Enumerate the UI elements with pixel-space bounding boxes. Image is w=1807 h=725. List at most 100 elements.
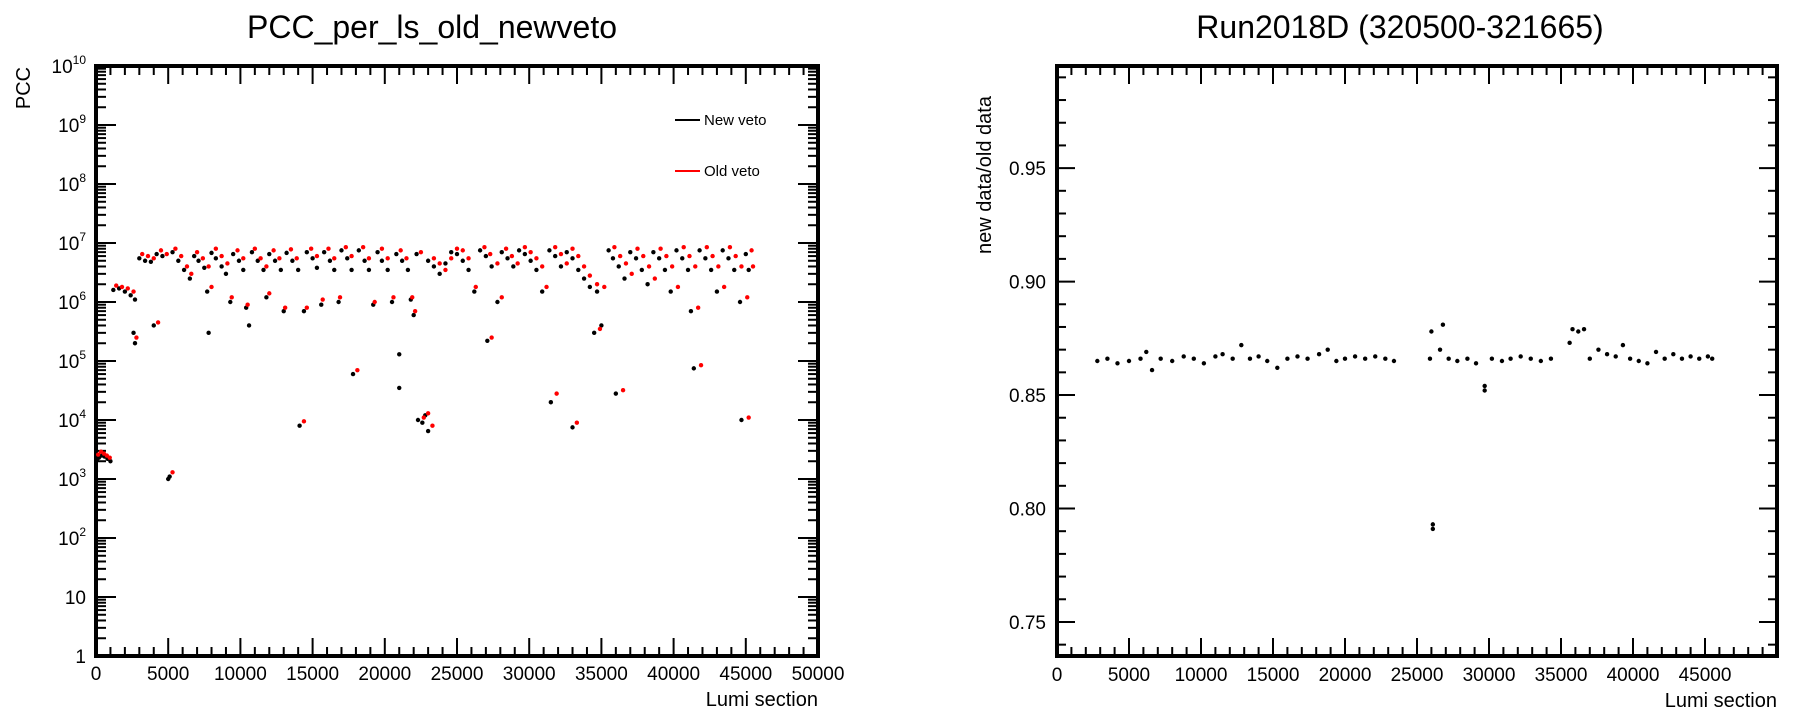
data-point [219,264,224,269]
data-point [290,258,295,263]
data-point [509,253,515,259]
data-point [134,335,139,340]
ratio-chart: Run2018D (320500-321665) new data/old da… [974,9,1779,712]
data-point [591,330,597,336]
pcc-chart: PCC_per_ls_old_newveto PCC Lumi section … [13,9,844,711]
data-point [547,248,552,253]
data-point [1201,361,1207,366]
data-point [1482,388,1487,393]
data-point [343,244,349,250]
data-point [606,248,611,253]
data-point [437,271,442,277]
data-point [499,295,504,300]
data-point [271,248,276,253]
data-point [574,420,580,425]
data-point [1230,356,1235,361]
data-point [482,244,487,250]
data-point [745,295,750,300]
data-point [1567,340,1572,346]
data-point [652,276,658,281]
data-point [473,284,478,290]
data-point [726,256,731,261]
data-point [1710,356,1715,361]
data-point [641,253,646,259]
data-point [319,302,324,307]
data-point [391,295,396,300]
chart-title: PCC_per_ls_old_newveto [247,9,617,45]
data-point [131,289,136,294]
data-point [176,258,181,263]
data-point [294,256,299,261]
data-point [258,256,263,261]
data-point [327,258,333,263]
data-point [1105,356,1110,361]
x-tick-label: 25000 [431,664,484,685]
data-point [219,253,224,259]
data-point [261,267,266,273]
data-point [1342,356,1348,361]
data-point [154,251,159,257]
y-tick-label: 1010 [52,53,87,78]
data-point [495,299,500,305]
data-point [320,297,325,302]
data-point [628,249,633,255]
data-point [1636,358,1641,364]
data-point [675,284,681,290]
data-point [264,264,269,269]
data-point [1115,361,1120,366]
data-point [155,320,161,325]
data-point [1671,351,1676,357]
data-point [710,253,715,259]
chart-title: Run2018D (320500-321665) [1196,9,1603,45]
plot-border [94,64,820,658]
data-point [721,284,727,290]
data-point [1391,358,1397,364]
data-point [505,256,510,261]
data-point [1465,356,1470,361]
y-axis-label: new data/old data [974,95,996,254]
x-tick-label: 20000 [1319,665,1372,686]
data-point [1430,522,1436,527]
data-point [662,267,668,273]
data-point [355,367,360,373]
data-point [488,251,493,257]
data-point [1383,356,1388,361]
data-point [570,246,575,251]
data-point [1334,358,1339,364]
data-point [379,246,385,251]
data-point [142,258,148,263]
data-point [209,284,214,290]
data-point [397,385,402,391]
data-point [612,244,617,250]
data-point [425,258,431,263]
data-point [281,308,286,314]
data-point [695,305,701,310]
data-point [1352,354,1358,359]
data-point [620,387,626,393]
data-point [732,267,737,273]
data-point [170,470,175,475]
data-point [1126,358,1132,364]
data-point [1362,356,1368,361]
data-point [339,248,344,253]
plot-frame [94,64,820,658]
legend-label-old-veto: Old veto [704,163,760,180]
x-tick-label: 35000 [575,664,628,685]
data-point [454,246,460,251]
data-point [1213,354,1218,359]
data-point [332,267,337,273]
data-point [576,267,581,273]
y-tick-label: 1 [75,647,86,668]
data-point [622,276,627,281]
data-point [209,250,214,256]
data-point [597,326,603,332]
plot-border [1055,64,1779,658]
x-tick-label: 5000 [147,664,189,685]
data-point [1095,358,1100,364]
data-point [1653,349,1659,355]
data-point [477,248,483,253]
data-point [688,308,694,314]
data-point [236,258,242,263]
data-point [739,264,744,269]
data-point [246,323,252,328]
